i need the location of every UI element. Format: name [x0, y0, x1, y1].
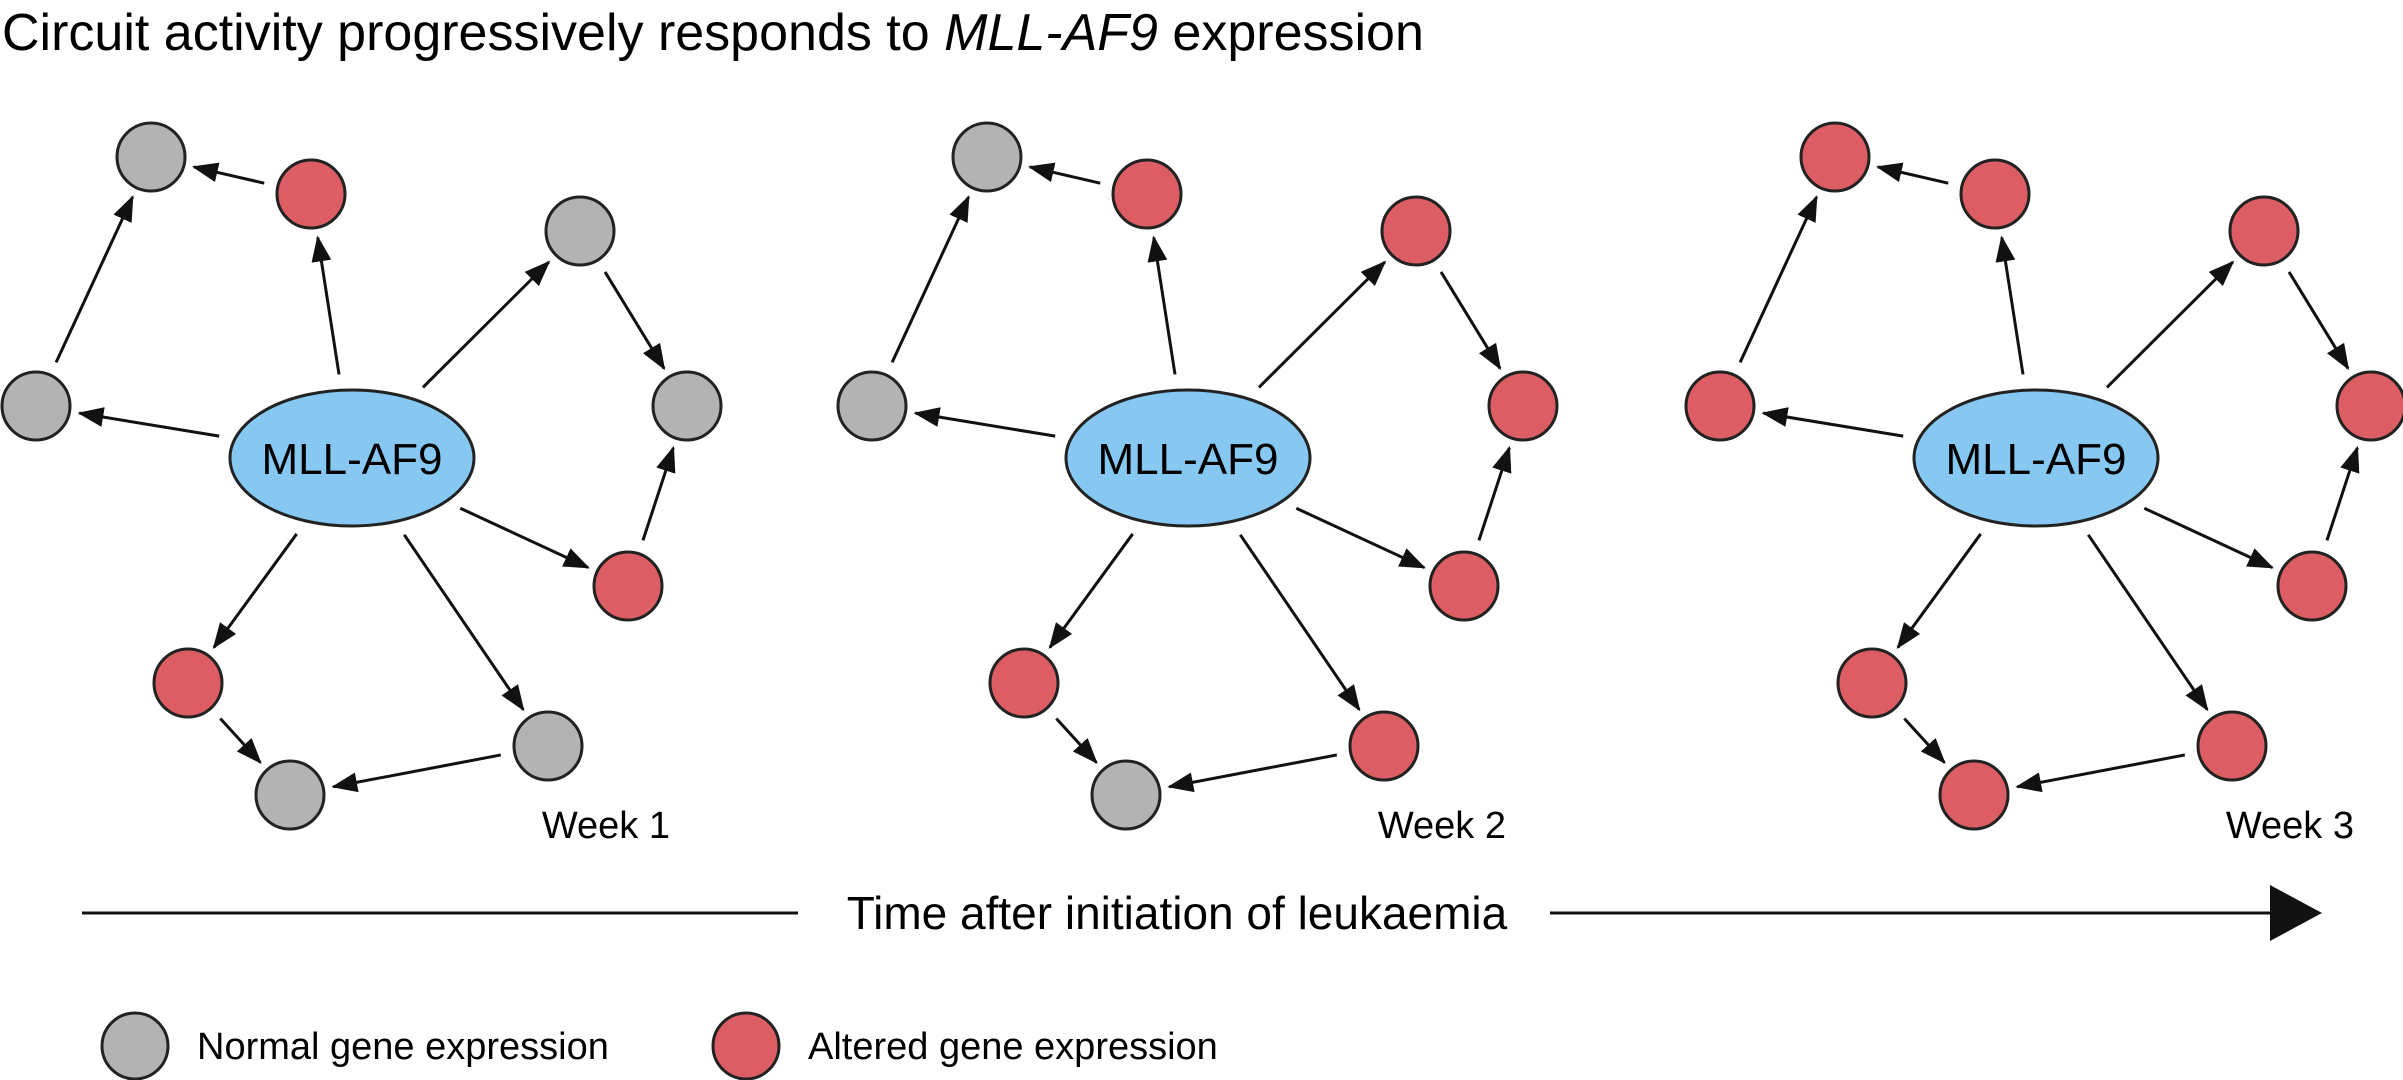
gene-node-altered	[2276, 550, 2348, 622]
gene-node-altered	[1428, 550, 1500, 622]
gene-node-altered	[1684, 370, 1756, 442]
gene-node-altered	[592, 550, 664, 622]
panel-week-3: MLL-AF9 Week 3	[1684, 121, 2403, 847]
edge-arrow	[2287, 271, 2350, 371]
legend-normal-label: Normal gene expression	[197, 1026, 609, 1068]
edge-arrow	[212, 533, 298, 650]
edge-arrow	[1477, 445, 1512, 541]
gene-node-altered	[1959, 158, 2031, 230]
gene-node-normal	[254, 759, 326, 831]
gene-node-altered	[2335, 370, 2403, 442]
edge-arrow	[219, 717, 262, 764]
gene-node-altered	[1799, 121, 1871, 193]
edges	[54, 162, 676, 793]
edge-arrow	[1995, 235, 2025, 375]
edge-arrow	[421, 260, 551, 389]
hub-ellipse	[1912, 388, 2160, 528]
edges	[890, 162, 1512, 793]
gene-node-normal	[651, 370, 723, 442]
edge-arrow	[1048, 533, 1134, 650]
legend-altered-label: Altered gene expression	[808, 1026, 1218, 1068]
panel-week-2: MLL-AF9 Week 2	[836, 121, 1559, 847]
edge-arrow	[1738, 195, 1818, 364]
gene-node-altered	[275, 158, 347, 230]
edge-arrow	[1903, 717, 1946, 764]
edge-arrow	[1761, 407, 1904, 438]
title-suffix: expression	[1158, 4, 1424, 62]
hub-node: MLL-AF9	[1912, 388, 2160, 528]
gene-node-normal	[512, 710, 584, 782]
edge-arrow	[54, 195, 134, 364]
legend: Normal gene expression Altered gene expr…	[100, 1011, 1218, 1080]
gene-node-altered	[1487, 370, 1559, 442]
hub-node: MLL-AF9	[228, 388, 476, 528]
gene-node-altered	[152, 647, 224, 719]
edge-arrow	[403, 533, 525, 712]
gene-node-normal	[1090, 759, 1162, 831]
edge-arrow	[1147, 235, 1177, 375]
edge-arrow	[890, 195, 970, 364]
gene-node-altered	[1380, 195, 1452, 267]
edge-arrow	[191, 162, 265, 185]
edge-arrow	[2143, 506, 2274, 569]
gene-node-altered	[2228, 195, 2300, 267]
hub-node: MLL-AF9	[1064, 388, 1312, 528]
edge-arrow	[459, 506, 590, 569]
edge-arrow	[1875, 162, 1949, 185]
week-label: Week 3	[2226, 805, 2354, 847]
timeline-label: Time after initiation of leukaemia	[847, 887, 1508, 939]
gene-node-altered	[1348, 710, 1420, 782]
hub-ellipse	[228, 388, 476, 528]
gene-node-altered	[2196, 710, 2268, 782]
edge-arrow	[331, 753, 502, 793]
edge-arrow	[913, 407, 1056, 438]
edge-arrow	[2015, 753, 2186, 793]
edge-arrow	[641, 445, 676, 541]
gene-node-altered	[1938, 759, 2010, 831]
gene-node-altered	[1111, 158, 1183, 230]
gene-node-normal	[836, 370, 908, 442]
figure-title: Circuit activity progressively responds …	[2, 4, 1424, 62]
edge-arrow	[1239, 533, 1361, 712]
edge-arrow	[603, 271, 666, 371]
timeline-arrowhead	[2270, 885, 2322, 941]
week-label: Week 1	[542, 805, 670, 847]
gene-node-normal	[544, 195, 616, 267]
panel-week-1: MLL-AF9 Week 1	[0, 121, 723, 847]
timeline: Time after initiation of leukaemia	[82, 885, 2322, 941]
edge-arrow	[77, 407, 220, 438]
edge-arrow	[1027, 162, 1101, 185]
hub-label: MLL-AF9	[1946, 435, 2127, 484]
gene-node-altered	[988, 647, 1060, 719]
hub-label: MLL-AF9	[262, 435, 443, 484]
gene-node-normal	[0, 370, 72, 442]
gene-node-normal	[951, 121, 1023, 193]
week-label: Week 2	[1378, 805, 1506, 847]
edge-arrow	[1295, 506, 1426, 569]
gene-node-normal	[115, 121, 187, 193]
gene-node-altered	[1836, 647, 1908, 719]
edge-arrow	[2325, 445, 2360, 541]
edges	[1738, 162, 2360, 793]
title-prefix: Circuit activity progressively responds …	[2, 4, 944, 62]
hub-label: MLL-AF9	[1098, 435, 1279, 484]
edge-arrow	[311, 235, 341, 375]
panels-group: MLL-AF9 Week 1 MLL-AF9 Week 2 MLL-AF9 Week 3	[0, 121, 2403, 847]
legend-normal-swatch	[100, 1011, 170, 1080]
edge-arrow	[1167, 753, 1338, 793]
edge-arrow	[1257, 260, 1387, 389]
legend-altered-swatch	[711, 1011, 781, 1080]
title-gene: MLL-AF9	[944, 4, 1158, 62]
edge-arrow	[1439, 271, 1502, 371]
edge-arrow	[2087, 533, 2209, 712]
edge-arrow	[2105, 260, 2235, 389]
edge-arrow	[1055, 717, 1098, 764]
hub-ellipse	[1064, 388, 1312, 528]
edge-arrow	[1896, 533, 1982, 650]
